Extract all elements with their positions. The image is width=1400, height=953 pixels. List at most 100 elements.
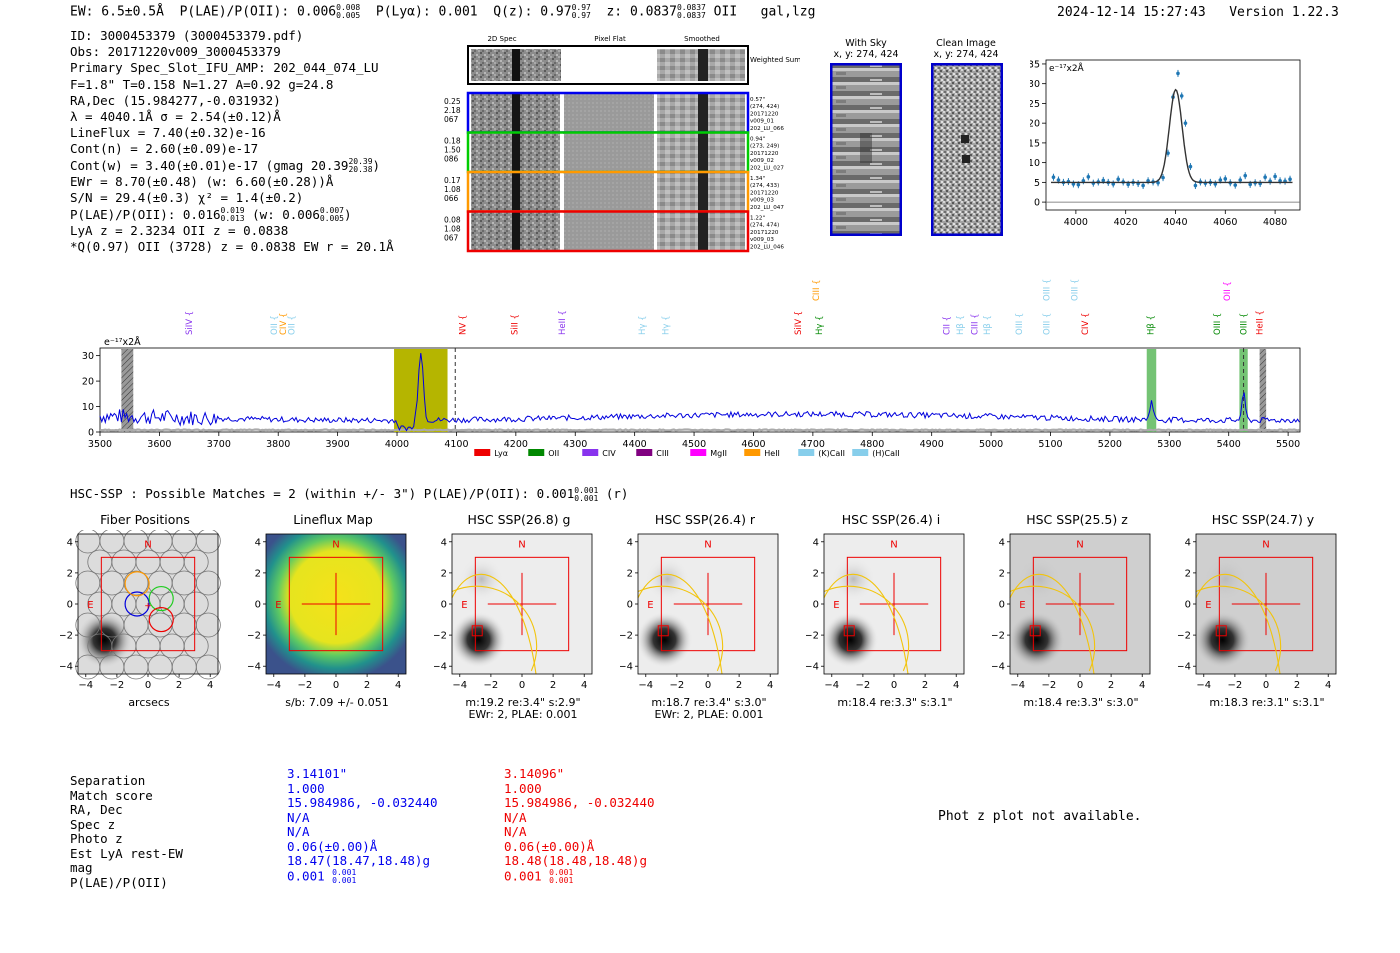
fit-point	[1288, 177, 1292, 182]
spec-xtick-label: 4100	[444, 439, 468, 450]
cutout-ytick-label: −2	[620, 631, 633, 642]
info-ewr: EWr = 8.70(±0.48) (w: 6.60(±0.28))Å	[70, 174, 334, 190]
cutout-north-label: N	[144, 539, 151, 550]
cutout-title: HSC SSP(26.8) g	[467, 512, 571, 527]
info-plae-lo: 0.013	[220, 214, 245, 224]
fit-xtick-label: 4080	[1263, 217, 1287, 228]
spec-line-marker: Hβ {	[956, 315, 966, 335]
header-z-line: OII	[713, 4, 738, 20]
cutout-north-label: N	[704, 539, 711, 550]
fit-point	[1188, 164, 1193, 169]
spec-xtick-label: 4900	[920, 439, 944, 450]
hsc-heading: HSC-SSP : Possible Matches = 2 (within +…	[70, 486, 628, 503]
cutout-xtick-label: 2	[550, 680, 556, 691]
spec2d-row-right-label: (274, 424)	[750, 104, 779, 110]
fit-point	[1116, 177, 1121, 182]
cutout-xtick-label: 2	[1108, 680, 1114, 691]
info-id: ID: 3000453379 (3000453379.pdf)	[70, 28, 304, 43]
spec2d-row-right-label: 202_LU_066	[750, 126, 784, 132]
info-lineflux: LineFlux = 7.40(±0.32)e-16	[70, 125, 266, 141]
fit-point	[1161, 175, 1165, 180]
spec-legend-label: HeII	[764, 449, 780, 458]
fit-ylabel: e⁻¹⁷x2Å	[1049, 62, 1085, 74]
tbl-label: Est LyA rest-EW	[70, 845, 183, 861]
cutout-image: N E −4 4 −2 2 0 0 2 −2 4 −4	[434, 533, 593, 691]
spec2d-row-left-label: 1.50	[444, 146, 461, 155]
spec2d-row-right-label: 20171220	[750, 111, 779, 117]
cutout-image: + N E −4 4 −2 2 0 0 2 −2 4 −4	[60, 530, 221, 691]
spec2d-row-flat	[564, 133, 654, 172]
spec2d-row-smooth-line	[698, 212, 708, 251]
tbl-col1-cell: N/A	[287, 809, 310, 825]
tbl-col2-cell: N/A	[504, 824, 527, 839]
spec2d-row-flat	[564, 94, 654, 133]
spec-legend-label: (K)CaII	[818, 449, 845, 458]
cutout-title: HSC SSP(25.5) z	[1026, 512, 1128, 527]
spec2d-row-smooth-line	[698, 133, 708, 172]
fit-xtick-label: 4000	[1064, 217, 1088, 228]
spec-legend-swatch	[690, 449, 707, 456]
spec2d-svg: 2D Spec Pixel Flat Smoothed Weighted Sum…	[444, 35, 801, 253]
spec2d-row-right-label: v009_01	[750, 119, 774, 125]
spec2d-row-right-label: 20171220	[750, 151, 779, 157]
spec-line-marker: SiIV {	[794, 311, 804, 335]
cutout-caption: m:18.7 re:3.4" s:3.0"	[651, 696, 767, 709]
spec-line-marker: CIV {	[279, 313, 289, 335]
tbl-label: mag	[70, 860, 93, 875]
spec-axes: 3500 3600 3700 3800 3900 4000 4100 4200 4300 4400…	[82, 351, 1300, 450]
fit-ytick-label: 0	[1034, 198, 1040, 209]
spec-line-marker: CII {	[943, 316, 953, 335]
cutout-xtick-label: −2	[484, 680, 499, 691]
cutout-title: HSC SSP(26.4) i	[841, 512, 941, 527]
spec-legend-label: CIII	[656, 449, 669, 458]
cutout-ytick-label: 2	[67, 568, 73, 579]
header-plya: P(Lyα): 0.001	[375, 4, 478, 20]
cutout-ytick-label: −2	[992, 631, 1005, 642]
cutout-ytick-label: 2	[627, 568, 633, 579]
cutout-xtick-label: 2	[922, 680, 928, 691]
info-lambda: λ = 4040.1Å σ = 2.54(±0.12)Å	[70, 109, 281, 125]
spec-line-marker: OIII {	[1070, 279, 1080, 301]
spec-legend-swatch	[582, 449, 599, 456]
cutout-xtick-label: 4	[207, 680, 213, 691]
spec-legend-swatch	[528, 449, 545, 456]
cutout-north-label: N	[1076, 539, 1083, 550]
tbl-label: Separation	[70, 773, 146, 788]
cutout-xtick-label: 4	[581, 680, 587, 691]
cutout-xtick-label: 0	[519, 680, 525, 691]
spec-ytick-label: 30	[82, 351, 94, 362]
cutout-xtick-label: 0	[145, 680, 151, 691]
spec-line-marker: OII {	[270, 315, 280, 335]
spec-line-marker: SiII {	[511, 314, 521, 335]
info-plae-w-hi: 0.007	[319, 206, 344, 216]
cutout-xtick-label: 4	[1139, 680, 1145, 691]
header-qz: Q(z): 0.97	[493, 4, 572, 20]
header-z-lo: 0.0837	[676, 11, 706, 20]
match-table-labels: Separation Match score RA, Dec Spec z Ph…	[70, 773, 183, 890]
spec-flux	[99, 352, 1300, 432]
spec-frame	[99, 347, 1301, 433]
spec-line-marker: Hγ {	[815, 315, 825, 335]
spec-xtick-label: 5000	[979, 439, 1003, 450]
header-right: 2024-12-14 15:27:43 Version 1.22.3	[1057, 5, 1339, 20]
cutout-xtick-label: −4	[1010, 680, 1025, 691]
cutout-image: N E −4 4 −2 2 0 0 2 −2 4 −4	[1178, 533, 1337, 691]
tbl-col1-plae-val: 0.001	[287, 868, 325, 883]
fit-point	[1081, 178, 1086, 183]
cutout-east-label: E	[1019, 600, 1025, 611]
spec-line-marker: OII {	[1223, 281, 1233, 301]
cutout-ytick-label: −4	[992, 662, 1005, 673]
spec-xtick-label: 3500	[88, 439, 112, 450]
cutout-xtick-label: 2	[736, 680, 742, 691]
cutout-xtick-label: −2	[670, 680, 685, 691]
spec2d-row-right-label: v009_02	[750, 158, 774, 164]
spec-continuum	[99, 428, 1300, 432]
fit-frame	[1045, 59, 1301, 211]
cutout-xtick-label: 4	[395, 680, 401, 691]
spec2d-row-right-label: 202_LU_027	[750, 165, 784, 171]
cutout-ytick-label: −4	[620, 662, 633, 673]
cutout-caption: m:18.4 re:3.3" s:3.1"	[837, 696, 953, 709]
cutout-caption: m:19.2 re:3.4" s:2.9"	[465, 696, 581, 709]
cutout-ytick-label: −4	[248, 662, 261, 673]
spec2d-row-line	[512, 94, 520, 133]
